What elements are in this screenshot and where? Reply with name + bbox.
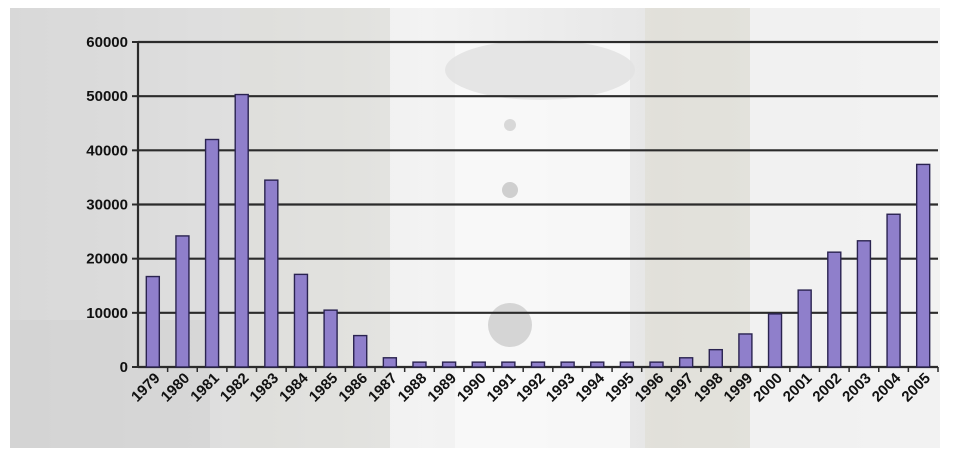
bar-2005 xyxy=(915,163,931,368)
bar-1979 xyxy=(145,275,161,368)
y-tick-label: 50000 xyxy=(86,88,128,105)
bar-1990 xyxy=(471,361,486,368)
y-tick-labels: 0 10000 20000 30000 40000 50000 60000 xyxy=(86,34,138,376)
bar-1999 xyxy=(738,333,753,368)
bar-2003 xyxy=(856,240,872,368)
bar-1997 xyxy=(678,357,694,368)
bar-1983 xyxy=(264,179,279,368)
bar-1994 xyxy=(590,361,605,368)
bar-1987 xyxy=(382,357,398,368)
bar-2000 xyxy=(767,313,783,368)
bar-1993 xyxy=(560,361,575,368)
bar-1982 xyxy=(234,93,249,368)
bar-1989 xyxy=(441,361,457,368)
bar-1991 xyxy=(501,361,516,368)
bar-2001 xyxy=(797,289,812,368)
bar-1998 xyxy=(708,348,723,368)
bars xyxy=(145,93,931,368)
bar-1984 xyxy=(293,273,309,368)
y-tick-label: 10000 xyxy=(86,305,128,322)
bar-1981 xyxy=(204,138,220,368)
bar-1980 xyxy=(175,235,190,368)
y-tick-label: 0 xyxy=(120,359,128,376)
y-tick-label: 40000 xyxy=(86,142,128,159)
bar-1985 xyxy=(323,309,338,368)
bar-2004 xyxy=(886,213,901,368)
bar-1996 xyxy=(649,361,664,368)
bar-1992 xyxy=(530,361,546,368)
y-tick-label: 20000 xyxy=(86,251,128,268)
y-tick-label: 30000 xyxy=(86,197,128,214)
bar-1995 xyxy=(619,361,635,368)
y-tick-label: 60000 xyxy=(86,34,128,51)
bar-1988 xyxy=(412,361,427,368)
bar-2002 xyxy=(827,251,842,368)
background-photo xyxy=(10,8,940,448)
bar-1986 xyxy=(353,334,368,368)
